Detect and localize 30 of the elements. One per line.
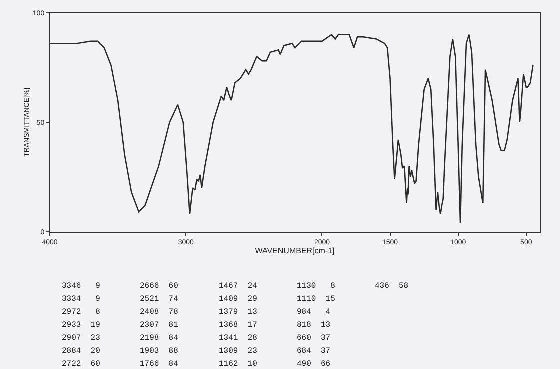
text: 1309 23 bbox=[219, 347, 258, 356]
text: 1368 17 bbox=[219, 321, 258, 330]
text: 984 4 bbox=[297, 308, 331, 317]
text: 2307 81 bbox=[140, 321, 179, 330]
text: 3346 9 bbox=[62, 282, 101, 291]
x-axis-title: WAVENUMBER[cm-1] bbox=[255, 246, 335, 256]
text: 660 37 bbox=[297, 334, 331, 343]
text: 3334 9 bbox=[62, 295, 101, 304]
text: 2972 8 bbox=[62, 308, 101, 317]
text: 490 66 bbox=[297, 360, 331, 369]
text: 2907 23 bbox=[62, 334, 101, 343]
text: 2666 60 bbox=[140, 282, 179, 291]
text: 1766 84 bbox=[140, 360, 179, 369]
text: 1110 15 bbox=[297, 295, 336, 304]
text: 1467 24 bbox=[219, 282, 258, 291]
text: 1379 13 bbox=[219, 308, 258, 317]
text: 818 13 bbox=[297, 321, 331, 330]
text: 1341 28 bbox=[219, 334, 258, 343]
text: 2884 20 bbox=[62, 347, 101, 356]
text: 2933 19 bbox=[62, 321, 101, 330]
text: 2198 84 bbox=[140, 334, 179, 343]
text: 684 37 bbox=[297, 347, 331, 356]
text: 1409 29 bbox=[219, 295, 258, 304]
text: 1162 10 bbox=[219, 360, 258, 369]
text: 2408 78 bbox=[140, 308, 179, 317]
text: 2722 60 bbox=[62, 360, 101, 369]
text: 1903 88 bbox=[140, 347, 179, 356]
text: 2521 74 bbox=[140, 295, 179, 304]
text: 1130 8 bbox=[297, 282, 336, 291]
text: 436 58 bbox=[375, 282, 409, 291]
